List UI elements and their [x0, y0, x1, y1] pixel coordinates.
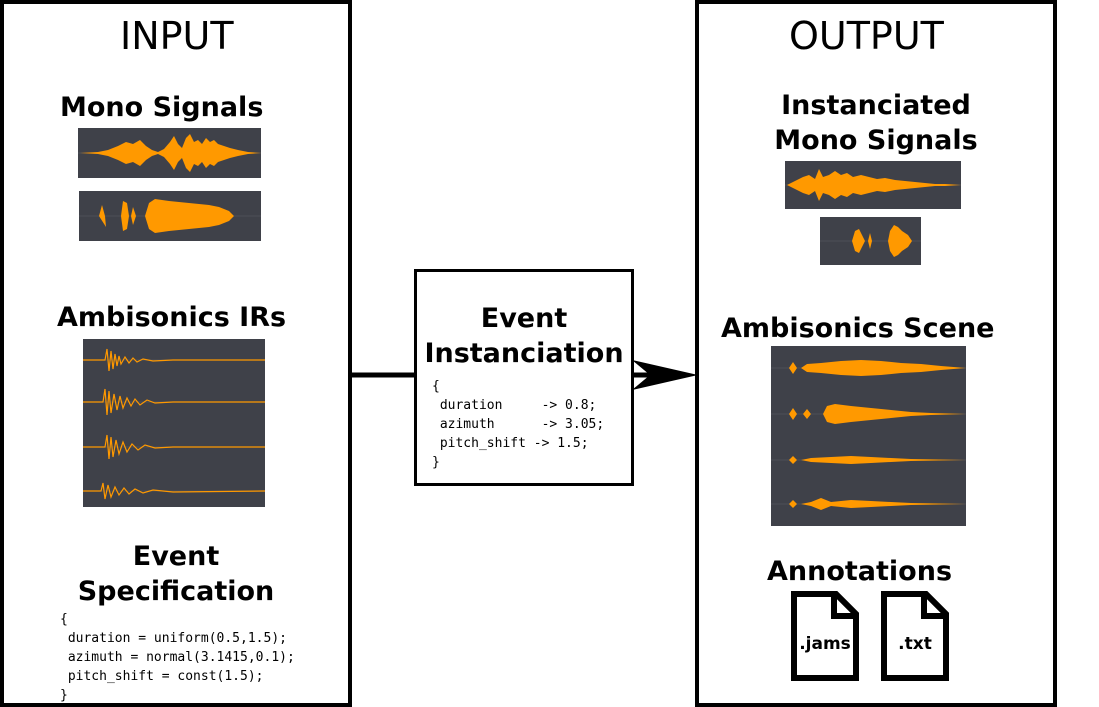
- output-panel: OUTPUT Instanciated Mono Signals Ambison…: [695, 0, 1057, 707]
- output-title: OUTPUT: [789, 14, 944, 58]
- ambisonics-irs-label: Ambisonics IRs: [57, 302, 287, 333]
- code-line: }: [432, 455, 440, 470]
- mono-signal-waveform-1: [78, 128, 261, 178]
- instanciated-waveform-2: [820, 217, 921, 265]
- ambisonics-irs-waveforms: [83, 339, 265, 507]
- code-line: azimuth = normal(3.1415,0.1);: [60, 650, 295, 665]
- jams-file-icon: [791, 591, 859, 681]
- mono-signal-waveform-2: [79, 191, 261, 241]
- event-spec-label: Event Specification: [4, 539, 348, 609]
- jams-file-label: .jams: [799, 634, 851, 654]
- event-spec-label-line2: Specification: [77, 576, 275, 607]
- event-spec-label-line1: Event: [132, 541, 220, 572]
- instanciated-label-line1: Instanciated: [781, 90, 971, 121]
- event-spec-code: { duration = uniform(0.5,1.5); azimuth =…: [60, 610, 295, 705]
- arrow-head-icon: [632, 360, 698, 390]
- code-line: }: [60, 688, 68, 703]
- code-line: pitch_shift = const(1.5);: [60, 669, 264, 684]
- event-instanciation-label: Event Instanciation: [417, 301, 631, 371]
- input-panel: INPUT Mono Signals Ambisonics IRs Event …: [0, 0, 352, 707]
- instanciated-label-line2: Mono Signals: [774, 125, 978, 156]
- process-title-line2: Instanciation: [424, 338, 624, 369]
- code-line: pitch_shift -> 1.5;: [432, 436, 589, 451]
- instanciated-mono-signals-label: Instanciated Mono Signals: [699, 88, 1053, 158]
- process-title-line1: Event: [480, 303, 568, 334]
- ambisonics-scene-label: Ambisonics Scene: [721, 313, 995, 344]
- event-instanciation-box: Event Instanciation { duration -> 0.8; a…: [414, 269, 634, 486]
- input-title: INPUT: [120, 14, 234, 58]
- txt-file-icon: [881, 591, 949, 681]
- code-line: {: [60, 612, 68, 627]
- ambisonics-scene-waveforms: [771, 346, 966, 526]
- txt-file-label: .txt: [898, 634, 932, 654]
- instanciation-code: { duration -> 0.8; azimuth -> 3.05; pitc…: [432, 377, 604, 472]
- annotations-label: Annotations: [767, 556, 953, 587]
- code-line: {: [432, 379, 440, 394]
- mono-signals-label: Mono Signals: [60, 92, 264, 123]
- code-line: duration -> 0.8;: [432, 398, 597, 413]
- code-line: azimuth -> 3.05;: [432, 417, 605, 432]
- code-line: duration = uniform(0.5,1.5);: [60, 631, 287, 646]
- instanciated-waveform-1: [785, 161, 961, 209]
